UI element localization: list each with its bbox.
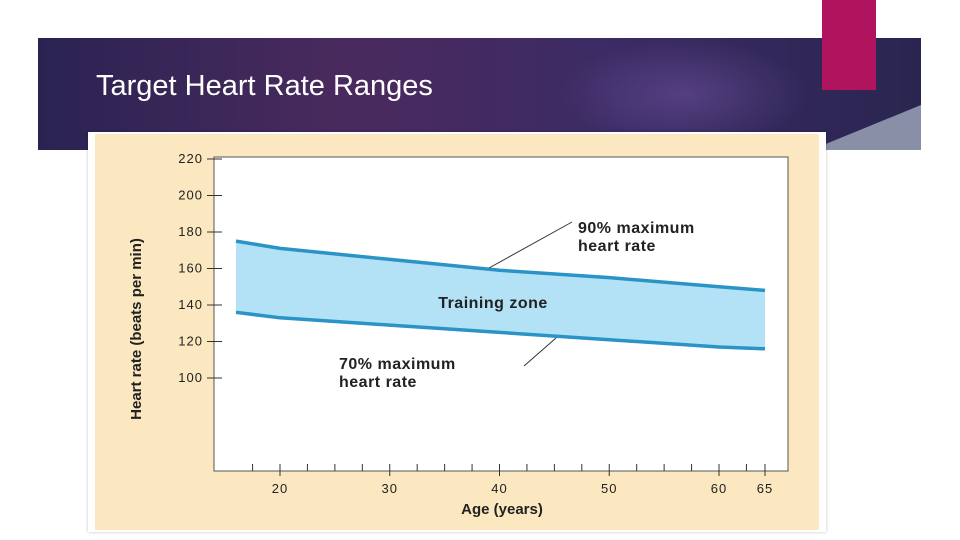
x-axis-title: Age (years) [461, 501, 543, 518]
x-tick-label: 30 [382, 481, 398, 496]
title-bar [38, 38, 921, 150]
annotation-90-line1: 90% maximum [578, 220, 695, 237]
training-zone-band [236, 241, 765, 349]
title-bar-swoosh [811, 105, 921, 150]
y-tick-label: 100 [178, 370, 203, 385]
x-tick-label: 40 [491, 481, 507, 496]
accent-rectangle [822, 0, 876, 90]
x-tick-label: 50 [601, 481, 617, 496]
x-tick-label: 60 [711, 481, 727, 496]
series-line-70-percent [235, 310, 766, 351]
x-axis: 20 30 40 50 60 65 [252, 464, 773, 496]
slide-title: Target Heart Rate Ranges [96, 70, 433, 102]
title-bar-glow [558, 38, 808, 150]
y-tick-label: 200 [178, 188, 203, 203]
series-line-90-percent [235, 239, 766, 293]
y-tick-label: 120 [178, 334, 203, 349]
x-tick-label: 20 [272, 481, 288, 496]
annotation-70-line1: 70% maximum [339, 356, 456, 373]
y-tick-label: 220 [178, 151, 203, 166]
annotation-90-line2: heart rate [578, 238, 656, 255]
y-axis: 100 120 140 160 180 200 220 [178, 151, 222, 385]
annotation-training-zone: Training zone [438, 295, 548, 312]
annotation-70-line2: heart rate [339, 374, 417, 391]
y-tick-label: 160 [178, 261, 203, 276]
leader-line-90 [488, 221, 573, 269]
x-tick-label: 65 [757, 481, 773, 496]
y-axis-title: Heart rate (beats per min) [128, 238, 145, 420]
leader-line-70 [523, 337, 557, 367]
y-tick-label: 140 [178, 297, 203, 312]
y-tick-label: 180 [178, 224, 203, 239]
